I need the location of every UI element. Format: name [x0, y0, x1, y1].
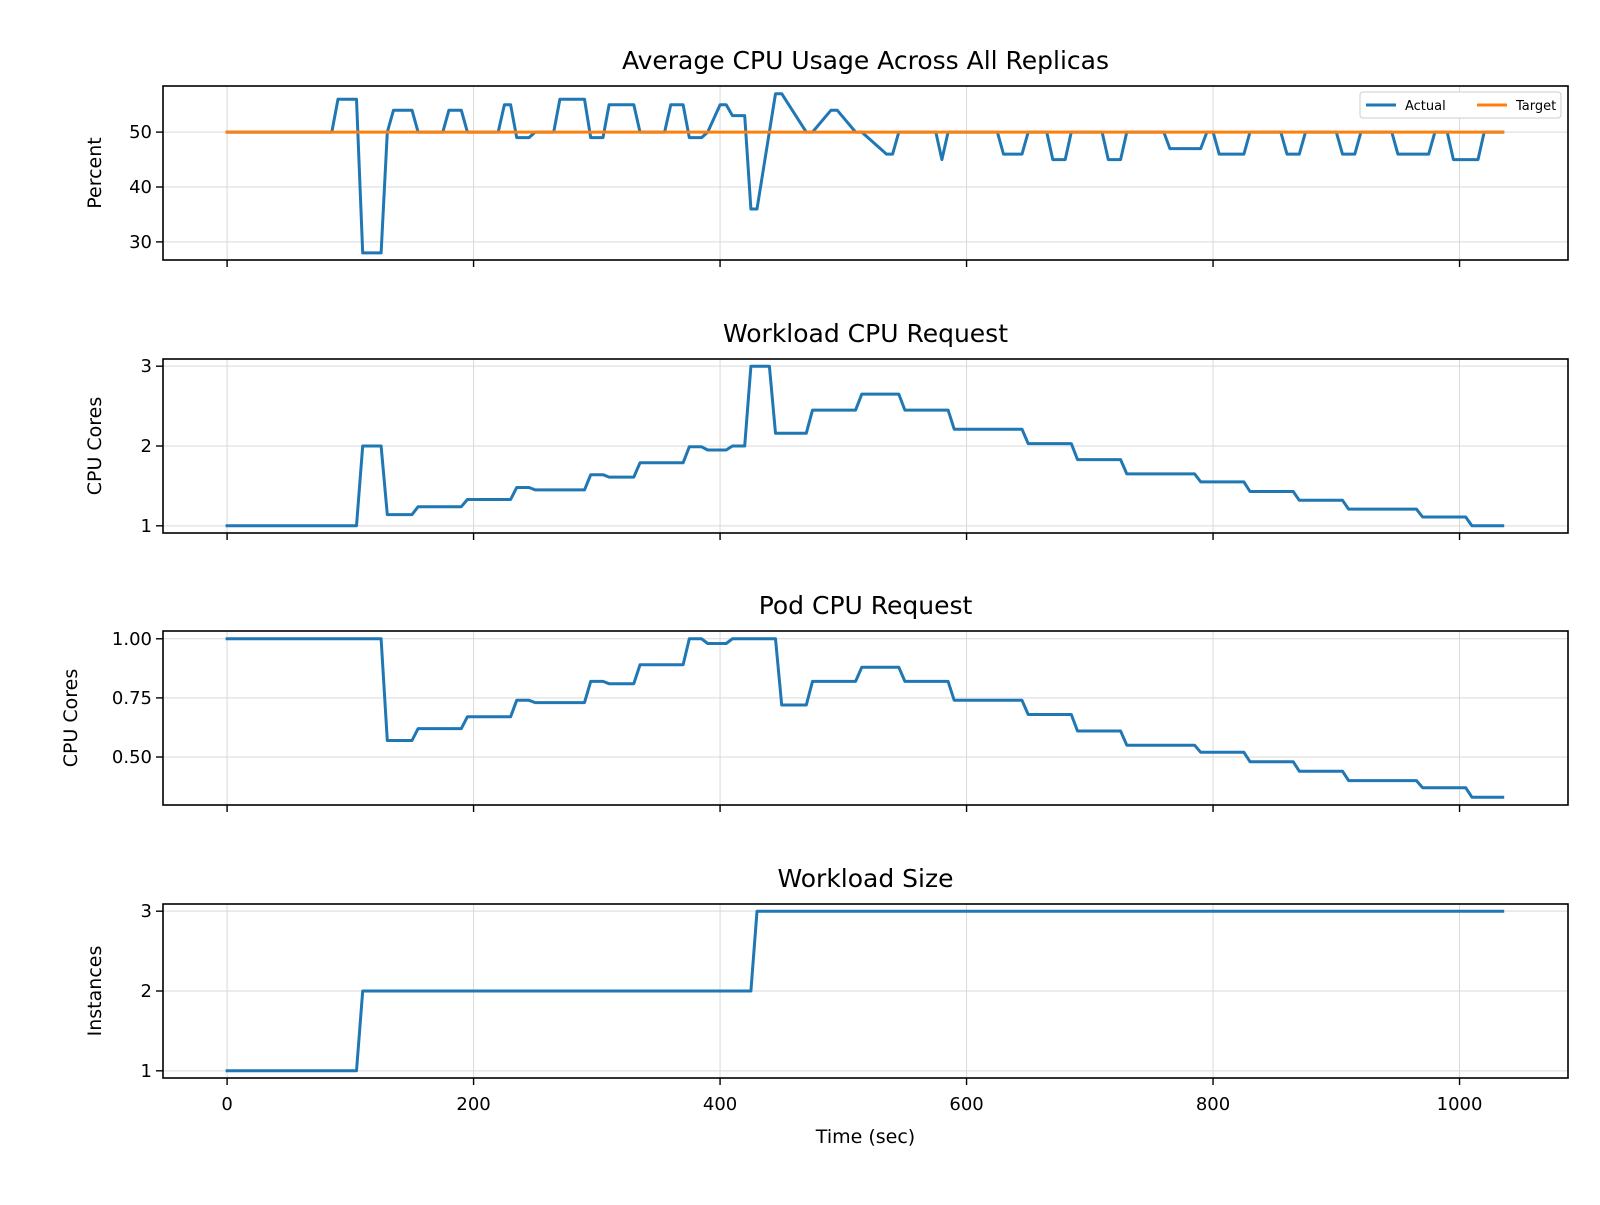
subplot-title: Workload Size [777, 864, 953, 893]
legend: Actual Target [1359, 91, 1562, 119]
y-tick-label: 1 [141, 1061, 152, 1082]
y-tick-label: 0.50 [112, 747, 152, 768]
x-axis-label: Time (sec) [815, 1126, 915, 1148]
subplot-title: Average CPU Usage Across All Replicas [622, 46, 1109, 75]
y-axis-label: Percent [84, 137, 106, 209]
y-axis-label: Instances [84, 946, 106, 1037]
x-tick-label: 800 [1196, 1094, 1230, 1115]
series-line-value [225, 909, 1505, 1073]
subplot-2: 1 2 3 Workload CPU Request CPU Cores [84, 319, 1569, 540]
subplot-title: Pod CPU Request [759, 591, 973, 620]
y-axis-label: CPU Cores [60, 669, 82, 768]
subplot-3: 0.50 0.75 1.00 Pod CPU Request CPU Cores [60, 591, 1569, 812]
x-tick-label: 400 [703, 1094, 737, 1115]
y-axis-label: CPU Cores [84, 397, 106, 496]
legend-label-actual: Actual [1405, 99, 1446, 114]
legend-label-target: Target [1515, 99, 1556, 114]
y-tick-label: 50 [129, 122, 152, 143]
x-tick-label: 0 [221, 1094, 232, 1115]
x-tick-label: 600 [949, 1094, 983, 1115]
y-tick-label: 2 [141, 981, 152, 1002]
subplot-title: Workload CPU Request [723, 319, 1008, 348]
series-line-value [225, 364, 1505, 528]
plot-frame [162, 85, 1569, 261]
x-tick-label: 1000 [1437, 1094, 1483, 1115]
y-tick-label: 40 [129, 177, 152, 198]
plot-frame [162, 630, 1569, 806]
y-tick-label: 2 [141, 436, 152, 457]
x-tick-label: 200 [456, 1094, 490, 1115]
series-line-actual [225, 92, 1505, 255]
y-tick-label: 30 [129, 232, 152, 253]
y-tick-label: 1 [141, 516, 152, 537]
subplot-4: 1 2 3 0 200 400 600 800 1000 Workload Size Instanc… [84, 864, 1569, 1115]
y-tick-label: 3 [141, 901, 152, 922]
y-tick-label: 1.00 [112, 629, 152, 650]
subplot-1: 30 40 50 Average CPU Usage Across All Repli… [84, 46, 1569, 267]
y-tick-label: 0.75 [112, 688, 152, 709]
legend-box [1359, 91, 1562, 119]
y-tick-label: 3 [141, 356, 152, 377]
series-line-value [225, 637, 1505, 799]
